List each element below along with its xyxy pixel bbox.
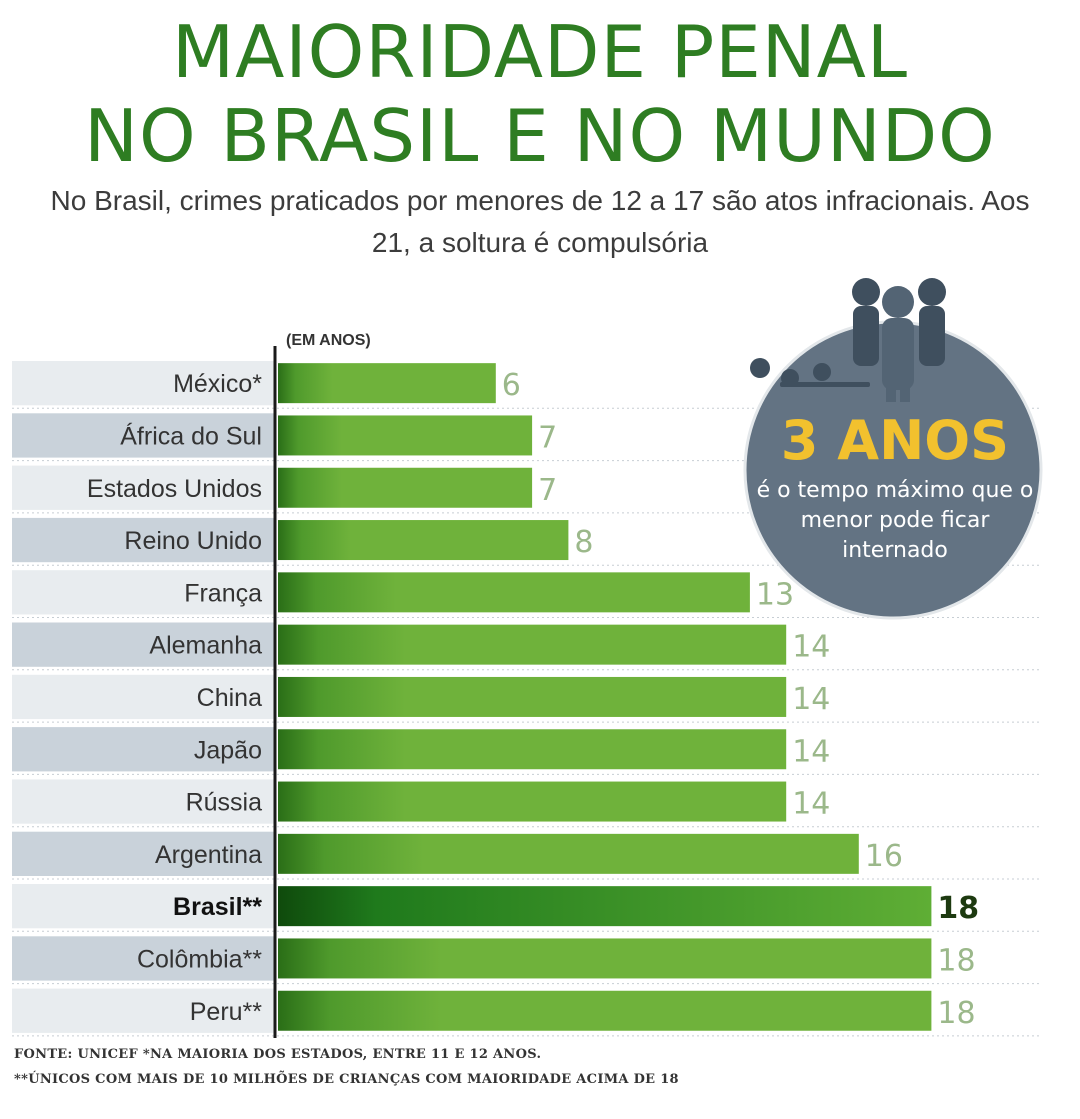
category-label-mexico: México* — [173, 370, 262, 398]
value-label-estados-unidos: 7 — [538, 473, 557, 508]
value-label-russia: 14 — [792, 787, 830, 822]
category-label-brasil: Brasil** — [173, 893, 262, 921]
value-label-colombia: 18 — [937, 943, 975, 978]
bar-colombia — [278, 938, 932, 979]
row-band-estados-unidos — [12, 465, 274, 510]
value-label-reino-unido: 8 — [574, 525, 593, 560]
row-band-russia — [12, 779, 274, 824]
value-label-mexico: 6 — [502, 368, 521, 403]
bar-peru — [278, 990, 932, 1031]
row-band-brasil — [12, 884, 274, 929]
children-group-icon — [750, 278, 946, 402]
value-label-argentina: 16 — [865, 839, 903, 874]
bubble-text: é o tempo máximo que o menor pode ficar … — [756, 478, 1034, 563]
bar-brasil — [278, 886, 932, 927]
row-band-peru — [12, 988, 274, 1033]
row-band-mexico — [12, 361, 274, 406]
bar-franca — [278, 572, 750, 613]
row-band-franca — [12, 570, 274, 615]
category-label-japao: Japão — [194, 736, 262, 764]
bar-africa-do-sul — [278, 415, 533, 456]
category-label-china: China — [197, 684, 262, 712]
row-band-reino-unido — [12, 517, 274, 563]
chart-title-line2: NO BRASIL E NO MUNDO — [84, 94, 996, 178]
category-label-estados-unidos: Estados Unidos — [87, 475, 262, 503]
row-band-alemanha — [12, 622, 274, 667]
value-label-franca: 13 — [756, 577, 794, 612]
category-label-franca: França — [184, 579, 262, 607]
bar-japao — [278, 729, 787, 770]
value-label-peru: 18 — [937, 996, 975, 1031]
row-band-japao — [12, 727, 274, 772]
unit-label: (EM ANOS) — [286, 332, 371, 349]
footnote: **ÚNICOS COM MAIS DE 10 MILHÕES DE CRIAN… — [14, 1072, 679, 1087]
category-label-alemanha: Alemanha — [149, 632, 262, 660]
bubble-headline: 3 ANOS — [780, 409, 1010, 472]
value-label-japao: 14 — [792, 734, 830, 769]
category-label-argentina: Argentina — [155, 841, 262, 869]
bar-reino-unido — [278, 520, 569, 561]
chart-subtitle: No Brasil, crimes praticados por menores… — [50, 185, 1030, 258]
bar-alemanha — [278, 624, 787, 665]
bar-estados-unidos — [278, 467, 533, 508]
row-band-argentina — [12, 831, 274, 876]
row-band-colombia — [12, 936, 274, 981]
category-label-peru: Peru** — [190, 998, 263, 1026]
bar-argentina — [278, 833, 859, 874]
category-label-africa-do-sul: África do Sul — [120, 421, 262, 450]
bar-russia — [278, 781, 787, 822]
value-label-africa-do-sul: 7 — [538, 420, 557, 455]
category-label-reino-unido: Reino Unido — [124, 527, 262, 555]
row-band-africa-do-sul — [12, 413, 274, 458]
info-bubble — [743, 278, 1043, 620]
value-label-china: 14 — [792, 682, 830, 717]
category-label-russia: Rússia — [186, 789, 263, 817]
category-label-colombia: Colômbia** — [137, 945, 262, 973]
source-note: FONTE: UNICEF *NA MAIORIA DOS ESTADOS, E… — [14, 1047, 542, 1062]
value-label-alemanha: 14 — [792, 630, 830, 665]
chart-title-line1: MAIORIDADE PENAL — [172, 10, 908, 94]
bar-china — [278, 676, 787, 717]
row-band-china — [12, 674, 274, 720]
value-label-brasil: 18 — [937, 891, 979, 926]
bar-mexico — [278, 363, 496, 404]
